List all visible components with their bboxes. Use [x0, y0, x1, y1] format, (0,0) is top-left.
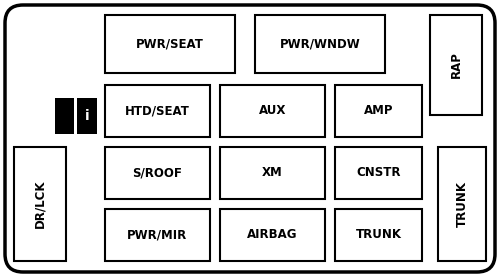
Text: PWR/WNDW: PWR/WNDW	[280, 37, 360, 50]
Bar	[55, 98, 74, 134]
Text: AMP: AMP	[364, 104, 393, 117]
Bar	[105, 209, 210, 261]
Bar	[105, 147, 210, 199]
Bar	[105, 15, 235, 73]
Text: PWR/MIR: PWR/MIR	[128, 229, 188, 242]
Bar	[220, 85, 325, 137]
Text: S/ROOF: S/ROOF	[132, 166, 182, 179]
FancyBboxPatch shape	[5, 5, 495, 272]
Bar	[255, 15, 385, 73]
Bar	[438, 147, 486, 261]
Bar	[220, 147, 325, 199]
Bar	[105, 85, 210, 137]
Text: AIRBAG: AIRBAG	[247, 229, 298, 242]
Bar	[77, 98, 97, 134]
Text: TRUNK: TRUNK	[456, 181, 468, 227]
Text: PWR/SEAT: PWR/SEAT	[136, 37, 204, 50]
Text: XM: XM	[262, 166, 283, 179]
Bar	[14, 147, 66, 261]
Bar	[335, 209, 422, 261]
Bar	[430, 15, 482, 115]
Bar	[335, 147, 422, 199]
Bar	[335, 85, 422, 137]
Text: DR/LCK: DR/LCK	[34, 180, 46, 228]
Text: i: i	[84, 109, 89, 123]
Bar	[220, 209, 325, 261]
Text: TRUNK: TRUNK	[356, 229, 402, 242]
Text: AUX: AUX	[259, 104, 286, 117]
Text: CNSTR: CNSTR	[356, 166, 401, 179]
Text: RAP: RAP	[450, 52, 462, 78]
Text: HTD/SEAT: HTD/SEAT	[125, 104, 190, 117]
